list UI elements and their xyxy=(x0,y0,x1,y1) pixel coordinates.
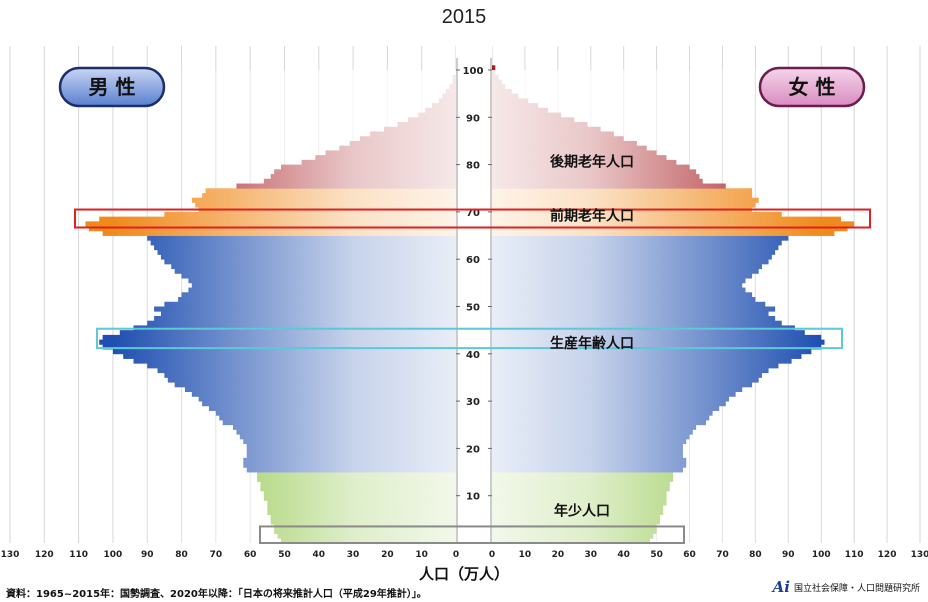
legend-female: 女 性 xyxy=(758,66,866,108)
annotation-label: 生産年齢人口 xyxy=(550,335,634,352)
female-gradient-overlay xyxy=(492,70,822,543)
age-tick-label: 50 xyxy=(466,303,480,314)
age-tick-label: 40 xyxy=(466,350,480,361)
center-axis: 10 20 30 40 50 60 70 80 90 100 xyxy=(456,46,492,543)
highlight-box-cyan xyxy=(96,327,843,350)
annotation-label: 年少人口 xyxy=(554,503,610,520)
x-tick-label-left: 20 xyxy=(381,550,394,560)
gradient-overlays xyxy=(112,70,822,543)
legend-female-pill xyxy=(758,66,866,108)
x-tick-label-left: 50 xyxy=(278,550,291,560)
x-tick-label-left: 130 xyxy=(1,550,20,560)
x-tick-label-right: 70 xyxy=(716,550,729,560)
credit: Ai 国立社会保障・人口問題研究所 xyxy=(773,578,920,596)
annotation-label: 後期老年人口 xyxy=(550,153,634,170)
age-tick-label: 60 xyxy=(466,255,480,266)
x-tick-label-right: 40 xyxy=(617,550,630,560)
x-tick-label-right: 0 xyxy=(489,550,495,560)
x-tick-label-right: 130 xyxy=(911,550,928,560)
x-tick-label-left: 100 xyxy=(104,550,123,560)
x-tick-label-right: 60 xyxy=(683,550,696,560)
x-tick-label-right: 80 xyxy=(749,550,762,560)
highlight-boxes xyxy=(74,208,871,545)
x-tick-label-right: 110 xyxy=(845,550,864,560)
x-tick-label-right: 120 xyxy=(878,550,897,560)
x-axis-label: 人口（万人） xyxy=(418,565,509,583)
age-tick-label: 30 xyxy=(466,397,480,408)
age-tick-label: 80 xyxy=(466,161,480,172)
age-tick-label: 20 xyxy=(466,444,480,455)
legend-male: 男 性 xyxy=(58,66,166,108)
x-tick-label-right: 30 xyxy=(585,550,598,560)
x-tick-label-left: 30 xyxy=(347,550,360,560)
x-tick-label-left: 120 xyxy=(35,550,54,560)
x-tick-label-right: 90 xyxy=(782,550,795,560)
x-tick-label-left: 0 xyxy=(453,550,459,560)
ipss-logo-icon: Ai xyxy=(772,578,790,596)
x-tick-label-left: 40 xyxy=(313,550,326,560)
x-tick-label-left: 70 xyxy=(210,550,223,560)
annotation-label: 前期老年人口 xyxy=(550,207,634,224)
x-tick-label-left: 80 xyxy=(175,550,188,560)
age-tick-label: 100 xyxy=(463,66,484,77)
legend-male-pill xyxy=(58,66,166,108)
x-tick-label-left: 90 xyxy=(141,550,154,560)
credit-text: 国立社会保障・人口問題研究所 xyxy=(793,583,920,594)
female-bar xyxy=(492,65,496,71)
x-tick-label-right: 100 xyxy=(812,550,831,560)
x-tick-label-left: 10 xyxy=(415,550,428,560)
source-note: 資料：1965~2015年：国勢調査、2020年以降：「日本の将来推計人口（平成… xyxy=(6,589,427,600)
age-tick-label: 10 xyxy=(466,492,480,503)
highlight-box-gray xyxy=(259,525,685,545)
chart-title: 2015 xyxy=(441,6,487,28)
x-tick-label-right: 50 xyxy=(650,550,663,560)
age-tick-label: 90 xyxy=(466,113,480,124)
age-tick-label: 70 xyxy=(466,208,480,219)
x-tick-label-left: 60 xyxy=(244,550,257,560)
center-strip xyxy=(456,46,492,543)
legend-female-label: 女 性 xyxy=(789,75,836,99)
male-gradient-overlay xyxy=(112,70,456,543)
legend-male-label: 男 性 xyxy=(89,75,136,99)
highlight-box-red xyxy=(74,208,871,229)
x-tick-label-right: 20 xyxy=(552,550,565,560)
x-tick-label-right: 10 xyxy=(519,550,532,560)
x-tick-label-left: 110 xyxy=(69,550,88,560)
